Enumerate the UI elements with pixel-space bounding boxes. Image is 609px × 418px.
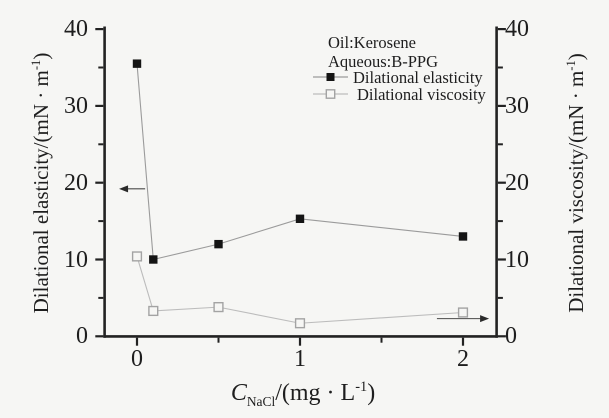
dilational-viscosity-point [213, 302, 224, 313]
dilational-elasticity-point [149, 255, 158, 264]
dilational-elasticity-point [132, 59, 142, 68]
x-axis-title-close: ) [367, 380, 376, 406]
legend-marker-dilational-viscosity [325, 89, 336, 99]
right-tick-label-0: 0 [505, 323, 517, 349]
left-axis-title: Dilational elasticity/(mN · m-1) [22, 13, 53, 353]
dilational-viscosity-point [148, 305, 159, 317]
left-axis-arrow-head [119, 185, 129, 193]
left-tick-label-30: 30 [64, 93, 88, 119]
legend-marker-dilational-elasticity [326, 73, 335, 81]
left-axis-title-close: ) [29, 52, 53, 60]
annotation-oil: Oil:Kerosene [328, 33, 416, 52]
right-tick-label-30: 30 [505, 93, 529, 119]
left-axis-title-sup: -1 [29, 59, 43, 71]
annotation-aqueous: Aqueous:B-PPG [328, 52, 439, 71]
right-axis-title-text: Dilational viscosity/(mN · m [564, 70, 588, 313]
dilational-elasticity-point [458, 232, 468, 241]
x-axis-title: CNaCl/(mg · L-1) [173, 372, 433, 417]
x-axis-title-sub: NaCl [246, 393, 276, 409]
right-tick-label-10: 10 [505, 247, 529, 273]
bottom-tick-label-1: 1 [294, 346, 306, 372]
left-tick-label-0: 0 [76, 323, 88, 349]
legend-label-elasticity: Dilational elasticity [353, 68, 483, 87]
dilational-elasticity-point [295, 214, 305, 223]
dilational-viscosity-point [131, 251, 143, 262]
left-tick-label-20: 20 [64, 170, 88, 196]
x-axis-title-sup: -1 [355, 379, 368, 395]
right-axis-title: Dilational viscosity/(mN · m-1) [557, 13, 588, 353]
dilational-elasticity-point [214, 239, 223, 249]
left-tick-label-40: 40 [64, 16, 88, 42]
x-axis-title-mid: /(mg · L [275, 380, 356, 406]
right-axis-title-sup: -1 [564, 60, 578, 71]
x-axis-title-symbol: C [230, 380, 247, 406]
bottom-tick-label-0: 0 [131, 346, 143, 372]
dilational-viscosity-point [457, 307, 469, 318]
left-axis-title-text: Dilational elasticity/(mN · m [29, 70, 53, 314]
dilational-viscosity-point [294, 318, 306, 329]
left-tick-label-10: 10 [64, 247, 88, 273]
right-tick-label-40: 40 [505, 16, 529, 42]
right-axis-title-close: ) [564, 53, 588, 61]
bottom-tick-label-2: 2 [457, 346, 469, 372]
right-tick-label-20: 20 [505, 170, 529, 196]
legend-label-viscosity: Dilational viscosity [357, 85, 486, 104]
right-axis-arrow-head [480, 315, 490, 323]
